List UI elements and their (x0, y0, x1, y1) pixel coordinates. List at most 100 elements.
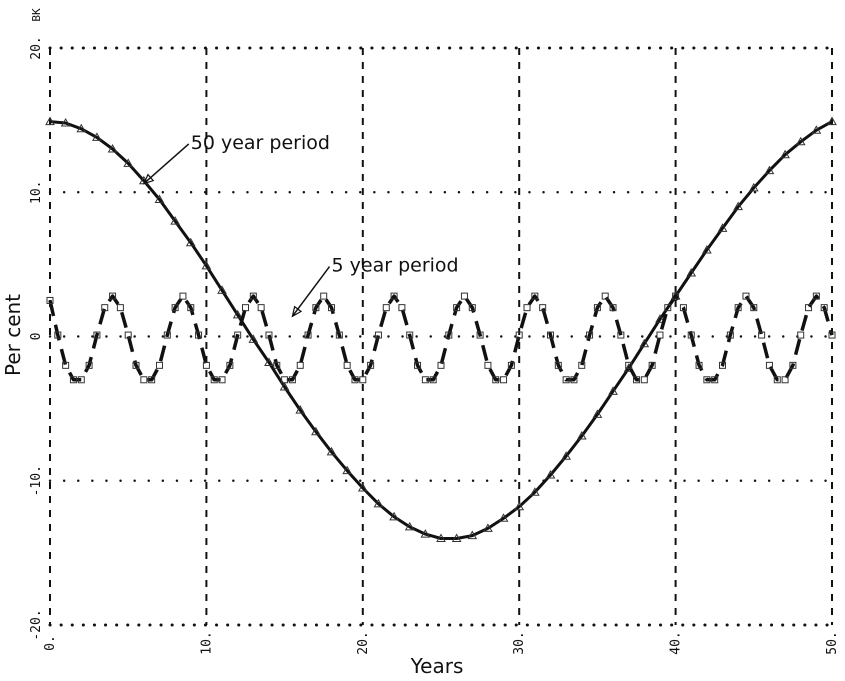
square-marker (195, 331, 203, 339)
triangle-marker (702, 244, 712, 254)
y-tick-label: 0 (29, 333, 44, 341)
x-tick-label: 50. (825, 631, 840, 654)
series-line-0 (49, 120, 833, 540)
series-line-1 (48, 294, 834, 382)
triangle-marker (608, 386, 618, 395)
triangle-marker (279, 381, 290, 391)
square-marker (711, 376, 719, 384)
square-marker (304, 331, 312, 339)
square-marker (124, 331, 132, 339)
triangle-marker (811, 125, 822, 134)
triangle-marker (827, 116, 837, 126)
triangle-marker (576, 431, 587, 440)
square-marker (633, 376, 640, 384)
square-marker (805, 304, 813, 312)
square-marker (546, 331, 554, 339)
triangle-marker (639, 338, 650, 348)
square-marker (672, 292, 680, 300)
square-marker (281, 376, 289, 384)
annotation-label: 50 year period (191, 132, 330, 154)
grid (48, 46, 834, 627)
square-marker (570, 376, 578, 384)
square-marker (69, 376, 77, 384)
triangle-marker (780, 149, 790, 159)
tick-labels: 0. 10. 20. 30. 40. 50. 20. 10. 0 -10. -20. (29, 36, 840, 654)
triangle-marker (795, 136, 806, 146)
corner-label: BK (30, 8, 43, 22)
square-marker (460, 292, 468, 300)
square-marker (789, 361, 797, 369)
square-marker (46, 296, 54, 304)
square-marker (773, 376, 781, 384)
square-marker (210, 376, 218, 384)
square-marker (797, 331, 805, 339)
square-marker (531, 292, 539, 300)
triangle-marker (529, 487, 540, 496)
square-marker (85, 361, 93, 369)
square-marker (288, 376, 296, 384)
square-marker (586, 331, 594, 339)
triangle-marker (764, 165, 775, 175)
square-marker (93, 331, 101, 339)
triangle-marker (295, 405, 306, 414)
square-marker (484, 361, 492, 369)
square-marker (500, 376, 508, 384)
square-marker (742, 292, 750, 300)
square-marker (664, 304, 672, 312)
square-marker (202, 361, 210, 369)
square-marker (437, 361, 445, 369)
square-marker (398, 304, 406, 312)
square-marker (109, 292, 117, 300)
triangle-marker (733, 201, 744, 211)
square-marker (335, 331, 343, 339)
annotations: 50 year period 5 year period (142, 132, 459, 318)
square-marker (648, 361, 656, 369)
triangle-marker (217, 285, 227, 294)
square-marker (116, 304, 124, 312)
triangle-marker (592, 409, 603, 418)
triangle-marker (404, 521, 415, 531)
triangle-marker (717, 223, 728, 232)
triangle-marker (514, 501, 525, 511)
square-marker (187, 304, 195, 312)
square-marker (679, 304, 687, 312)
square-marker (523, 304, 531, 312)
square-marker (351, 376, 359, 384)
x-tick-label: 0. (43, 635, 58, 651)
square-marker (429, 376, 437, 384)
square-marker (234, 331, 242, 339)
annotation-arrowhead (142, 173, 155, 185)
square-marker (374, 331, 382, 339)
triangle-marker (451, 533, 462, 542)
square-marker (625, 361, 633, 369)
square-marker (734, 304, 742, 312)
square-marker (62, 361, 70, 369)
series-layer (45, 116, 837, 542)
triangle-marker (545, 469, 556, 479)
square-marker (132, 361, 140, 369)
triangle-marker (232, 309, 243, 319)
square-marker (695, 361, 703, 369)
triangle-marker (154, 194, 165, 203)
square-marker (781, 376, 789, 384)
x-tick-label: 10. (199, 631, 214, 654)
square-marker (703, 376, 711, 384)
y-tick-label: 20. (29, 36, 44, 59)
x-tick-label: 20. (356, 631, 371, 654)
square-marker (406, 331, 414, 339)
square-marker (312, 304, 320, 312)
square-marker (562, 376, 570, 384)
triangle-marker (357, 482, 368, 492)
square-marker (359, 376, 367, 384)
square-marker (382, 304, 390, 312)
square-marker (226, 361, 234, 369)
triangle-marker (107, 143, 118, 153)
square-marker (593, 304, 601, 312)
square-marker (101, 304, 109, 312)
triangle-marker (748, 182, 759, 192)
square-marker (758, 331, 766, 339)
square-marker (54, 331, 62, 339)
square-marker (492, 376, 500, 384)
square-marker (343, 361, 351, 369)
